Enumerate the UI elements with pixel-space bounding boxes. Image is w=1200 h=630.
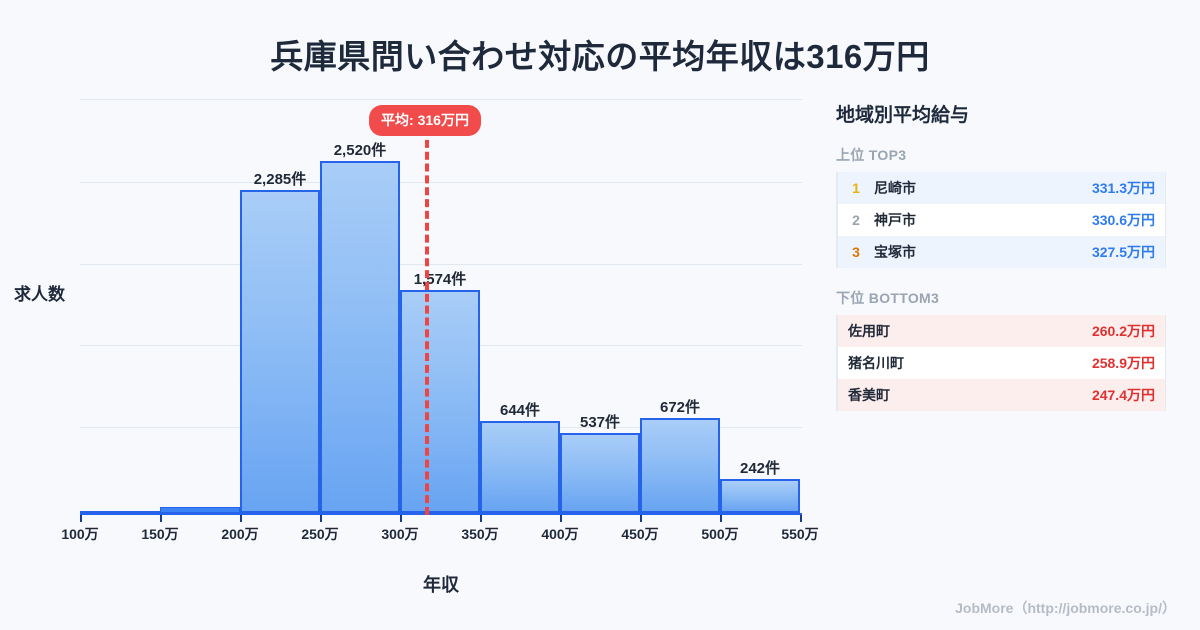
bar-500万	[720, 479, 800, 513]
x-tick	[80, 513, 82, 522]
rank-row: 3 宝塚市 327.5万円	[838, 236, 1165, 268]
rank-row: 猪名川町 258.9万円	[838, 347, 1165, 379]
x-tick-label: 550万	[781, 526, 819, 542]
region-name: 神戸市	[874, 212, 916, 228]
average-badge: 平均: 316万円	[369, 105, 481, 136]
region-name: 宝塚市	[874, 244, 916, 260]
gridline	[80, 264, 802, 265]
x-axis-label: 年収	[423, 575, 459, 595]
bar-450万	[640, 418, 720, 513]
region-salary-value: 247.4万円	[1091, 387, 1155, 403]
x-tick-label: 100万	[61, 526, 99, 542]
top3-heading: 上位 TOP3	[836, 147, 907, 163]
x-tick	[240, 513, 242, 522]
x-tick-label: 200万	[221, 526, 259, 542]
rank-number: 2	[852, 212, 860, 228]
bar-400万	[560, 433, 640, 513]
x-tick-label: 500万	[701, 526, 739, 542]
rank-number: 3	[852, 244, 860, 260]
bar-250万	[320, 161, 400, 513]
rank-number: 1	[852, 180, 860, 196]
region-name: 猪名川町	[848, 355, 904, 371]
bar-value-label: 242件	[739, 460, 781, 477]
region-salary-value: 330.6万円	[1091, 212, 1155, 228]
x-tick-label: 150万	[141, 526, 179, 542]
bar-value-label: 644件	[499, 402, 541, 419]
gridline	[80, 182, 802, 183]
bar-value-label: 672件	[659, 399, 701, 416]
region-salary-value: 258.9万円	[1091, 355, 1155, 371]
bar-350万	[480, 421, 560, 513]
x-tick-label: 350万	[461, 526, 499, 542]
region-salary-value: 331.3万円	[1091, 180, 1155, 196]
top3-table: 1 尼崎市 331.3万円 2 神戸市 330.6万円 3 宝塚市 327.5万円	[836, 172, 1166, 268]
average-line	[425, 128, 429, 515]
rank-row: 佐用町 260.2万円	[838, 315, 1165, 347]
rank-row: 1 尼崎市 331.3万円	[838, 172, 1165, 204]
bar-value-label: 537件	[579, 414, 621, 431]
bar-value-label: 2,520件	[333, 142, 387, 159]
region-name: 尼崎市	[874, 180, 916, 196]
x-tick	[480, 513, 482, 522]
y-axis-label: 求人数	[14, 285, 65, 304]
x-tick	[720, 513, 722, 522]
region-salary-value: 327.5万円	[1091, 244, 1155, 260]
rank-row: 2 神戸市 330.6万円	[838, 204, 1165, 236]
bottom3-heading: 下位 BOTTOM3	[836, 290, 940, 306]
bar-200万	[240, 190, 320, 513]
x-tick-label: 250万	[301, 526, 339, 542]
bar-300万	[400, 290, 480, 513]
regional-salary-panel: 地域別平均給与 上位 TOP3 1 尼崎市 331.3万円 2 神戸市 330.6万円 3 宝…	[836, 100, 1166, 431]
x-tick	[400, 513, 402, 522]
x-axis-line	[80, 513, 802, 515]
bar-chart: 2,285件 2,520件 1,574件 644件 537件 672件 242件 100万 1…	[14, 99, 819, 595]
x-tick-label: 450万	[621, 526, 659, 542]
x-tick	[800, 513, 802, 522]
x-tick	[160, 513, 162, 522]
bar-150万	[160, 507, 240, 513]
bar-100万	[80, 511, 160, 513]
bar-value-label: 1,574件	[413, 271, 467, 288]
page-title: 兵庫県問い合わせ対応の平均年収は316万円	[270, 38, 930, 75]
x-tick	[640, 513, 642, 522]
footer-watermark: JobMore（http://jobmore.co.jp/）	[955, 600, 1176, 616]
region-salary-value: 260.2万円	[1091, 323, 1155, 339]
region-name: 香美町	[848, 387, 890, 403]
x-tick	[560, 513, 562, 522]
x-tick	[320, 513, 322, 522]
bottom3-table: 佐用町 260.2万円猪名川町 258.9万円香美町 247.4万円	[836, 315, 1166, 411]
region-name: 佐用町	[848, 323, 890, 339]
x-tick-label: 300万	[381, 526, 419, 542]
x-tick-label: 400万	[541, 526, 579, 542]
bar-value-label: 2,285件	[253, 171, 307, 188]
sidebar-title: 地域別平均給与	[836, 105, 970, 126]
rank-row: 香美町 247.4万円	[838, 379, 1165, 411]
gridline	[80, 99, 802, 100]
